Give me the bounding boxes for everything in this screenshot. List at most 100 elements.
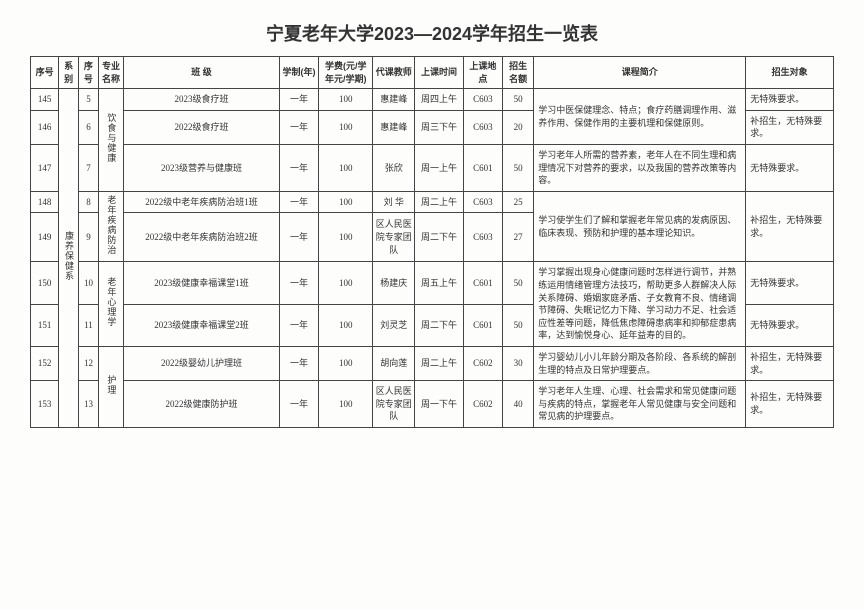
- h-teacher: 代课教师: [373, 57, 415, 89]
- cell-major-no: 5: [79, 89, 99, 111]
- cell-teacher: 惠建峰: [373, 89, 415, 111]
- cell-quota: 50: [503, 89, 534, 111]
- cell-major-no: 7: [79, 144, 99, 191]
- h-seq: 序号: [31, 57, 59, 89]
- cell-major: 护理: [98, 346, 123, 427]
- cell-class: 2022级食疗班: [124, 110, 280, 144]
- cell-target: 无特殊要求。: [746, 144, 834, 191]
- cell-seq: 145: [31, 89, 59, 111]
- cell-major-no: 11: [79, 304, 99, 346]
- cell-location: C603: [463, 89, 503, 111]
- table-row: 153132022级健康防护班一年100区人民医院专家团队周一下午C60240学…: [31, 381, 834, 428]
- h-major: 专业名称: [98, 57, 123, 89]
- cell-teacher: 刘 华: [373, 191, 415, 212]
- cell-duration: 一年: [279, 89, 319, 111]
- cell-duration: 一年: [279, 346, 319, 380]
- cell-duration: 一年: [279, 191, 319, 212]
- cell-teacher: 惠建峰: [373, 110, 415, 144]
- cell-seq: 150: [31, 262, 59, 304]
- cell-major-no: 6: [79, 110, 99, 144]
- cell-duration: 一年: [279, 144, 319, 191]
- h-time: 上课时间: [415, 57, 463, 89]
- header-row: 序号 系别 序号 专业名称 班 级 学制(年) 学费(元/学年元/学期) 代课教…: [31, 57, 834, 89]
- cell-class: 2022级中老年疾病防治班1班: [124, 191, 280, 212]
- cell-fee: 100: [319, 191, 373, 212]
- h-target: 招生对象: [746, 57, 834, 89]
- h-desc: 课程简介: [534, 57, 746, 89]
- cell-fee: 100: [319, 110, 373, 144]
- cell-quota: 50: [503, 144, 534, 191]
- cell-major: 老年心理学: [98, 262, 123, 347]
- cell-class: 2022级婴幼儿护理班: [124, 346, 280, 380]
- table-row: 145康养保健系5饮食与健康2023级食疗班一年100惠建峰周四上午C60350…: [31, 89, 834, 111]
- cell-fee: 100: [319, 381, 373, 428]
- cell-major: 老年疾病防治: [98, 191, 123, 262]
- cell-seq: 153: [31, 381, 59, 428]
- cell-class: 2022级中老年疾病防治班2班: [124, 213, 280, 262]
- cell-major: 饮食与健康: [98, 89, 123, 192]
- cell-duration: 一年: [279, 213, 319, 262]
- cell-quota: 50: [503, 262, 534, 304]
- cell-major-no: 8: [79, 191, 99, 212]
- cell-teacher: 张欣: [373, 144, 415, 191]
- cell-quota: 50: [503, 304, 534, 346]
- cell-major-no: 12: [79, 346, 99, 380]
- cell-teacher: 杨建庆: [373, 262, 415, 304]
- cell-location: C602: [463, 381, 503, 428]
- cell-desc: 学习掌握出现身心健康问题时怎样进行调节，并熟练运用情绪管理方法技巧，帮助更多人群…: [534, 262, 746, 347]
- cell-location: C602: [463, 346, 503, 380]
- h-quota: 招生名额: [503, 57, 534, 89]
- cell-major-no: 10: [79, 262, 99, 304]
- cell-location: C601: [463, 144, 503, 191]
- cell-fee: 100: [319, 89, 373, 111]
- cell-class: 2023级食疗班: [124, 89, 280, 111]
- cell-teacher: 区人民医院专家团队: [373, 213, 415, 262]
- cell-desc: 学习老年人所需的营养素，老年人在不同生理和病理情况下对营养的要求，以及我国的营养…: [534, 144, 746, 191]
- cell-time: 周二上午: [415, 346, 463, 380]
- cell-location: C603: [463, 213, 503, 262]
- cell-target: 无特殊要求。: [746, 89, 834, 111]
- cell-time: 周一下午: [415, 381, 463, 428]
- cell-teacher: 区人民医院专家团队: [373, 381, 415, 428]
- enrollment-table: 序号 系别 序号 专业名称 班 级 学制(年) 学费(元/学年元/学期) 代课教…: [30, 56, 834, 428]
- cell-seq: 147: [31, 144, 59, 191]
- table-row: 1488老年疾病防治2022级中老年疾病防治班1班一年100刘 华周二上午C60…: [31, 191, 834, 212]
- cell-fee: 100: [319, 213, 373, 262]
- cell-target: 无特殊要求。: [746, 262, 834, 304]
- cell-location: C603: [463, 110, 503, 144]
- cell-class: 2023级健康幸福课堂2班: [124, 304, 280, 346]
- cell-teacher: 胡向莲: [373, 346, 415, 380]
- cell-time: 周二下午: [415, 213, 463, 262]
- cell-time: 周四上午: [415, 89, 463, 111]
- cell-desc: 学习老年人生理、心理、社会需求和常见健康问题与疾病的特点，掌握老年人常见健康与安…: [534, 381, 746, 428]
- cell-desc: 学习使学生们了解和掌握老年常见病的发病原因、临床表现、预防和护理的基本理论知识。: [534, 191, 746, 262]
- cell-quota: 30: [503, 346, 534, 380]
- cell-location: C603: [463, 191, 503, 212]
- h-loc: 上课地点: [463, 57, 503, 89]
- cell-location: C601: [463, 304, 503, 346]
- cell-seq: 149: [31, 213, 59, 262]
- cell-fee: 100: [319, 262, 373, 304]
- cell-time: 周一上午: [415, 144, 463, 191]
- h-mno: 序号: [79, 57, 99, 89]
- h-fee: 学费(元/学年元/学期): [319, 57, 373, 89]
- cell-fee: 100: [319, 304, 373, 346]
- cell-quota: 20: [503, 110, 534, 144]
- table-row: 14772023级营养与健康班一年100张欣周一上午C60150学习老年人所需的…: [31, 144, 834, 191]
- cell-major-no: 9: [79, 213, 99, 262]
- cell-seq: 148: [31, 191, 59, 212]
- cell-target: 补招生，无特殊要求。: [746, 110, 834, 144]
- cell-duration: 一年: [279, 110, 319, 144]
- cell-time: 周二下午: [415, 304, 463, 346]
- table-row: 15010老年心理学2023级健康幸福课堂1班一年100杨建庆周五上午C6015…: [31, 262, 834, 304]
- cell-desc: 学习中医保健理念、特点；食疗药膳调理作用、滋养作用、保健作用的主要机理和保健原则…: [534, 89, 746, 145]
- cell-fee: 100: [319, 144, 373, 191]
- cell-time: 周三下午: [415, 110, 463, 144]
- h-dept: 系别: [59, 57, 79, 89]
- cell-duration: 一年: [279, 262, 319, 304]
- h-dur: 学制(年): [279, 57, 319, 89]
- cell-quota: 27: [503, 213, 534, 262]
- page-title: 宁夏老年大学2023—2024学年招生一览表: [30, 20, 834, 46]
- cell-class: 2022级健康防护班: [124, 381, 280, 428]
- h-class: 班 级: [124, 57, 280, 89]
